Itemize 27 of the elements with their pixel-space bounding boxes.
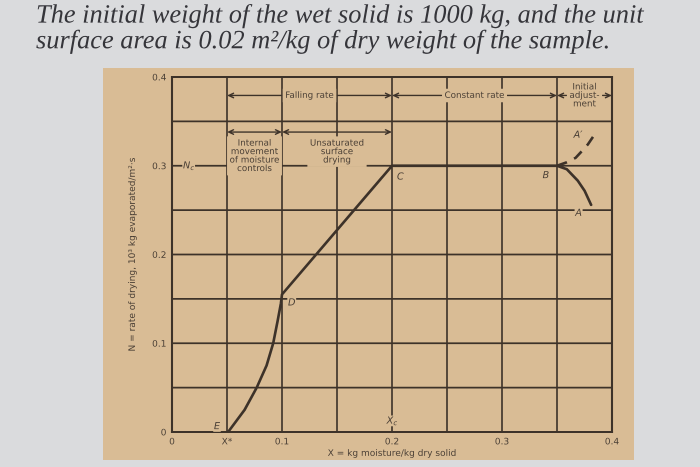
x-tick-label: 0.3 (495, 438, 508, 445)
y-tick-label: 0.4 (152, 74, 166, 81)
y-tick-label: 0.3 (152, 162, 166, 170)
chart-title: The initial weight of the wet solid is 1000 kg, and the unit surface area is 0.02 m²/kg of dry weight of the sample. (36, 4, 644, 54)
annotation: Constant rate (445, 91, 504, 98)
x-tick-label: X* (222, 438, 232, 444)
annotation: B (542, 171, 549, 178)
y-tick-label: 0.2 (152, 251, 166, 258)
annotation: Unsaturated surface drying (310, 138, 364, 164)
x-tick-label: 0.2 (385, 438, 398, 445)
annotation: Initial adjust- ment (570, 82, 600, 106)
annotation: C (397, 172, 404, 180)
annotation: A (574, 208, 582, 216)
annotation: D (288, 298, 295, 306)
annotation: E (214, 422, 220, 430)
y-tick-label: 0 (161, 428, 166, 436)
annotation: N$_{c}$ (183, 161, 194, 170)
x-tick-label: 0.1 (275, 438, 288, 445)
x-tick-label: 0.4 (605, 438, 619, 445)
y-axis-title: N = rate of drying, 10³ kg evaporated/m²·s (128, 158, 137, 351)
y-tick-label: 0.1 (152, 340, 166, 347)
annotation: X$_{c}$ (386, 416, 398, 426)
x-tick-label: 0 (170, 438, 174, 445)
annotation: A′ (573, 130, 582, 138)
annotation: Falling rate (286, 91, 334, 100)
annotation: Internal movement of moisture controls (230, 138, 279, 172)
x-axis-title: X = kg moisture/kg dry solid (328, 449, 456, 458)
